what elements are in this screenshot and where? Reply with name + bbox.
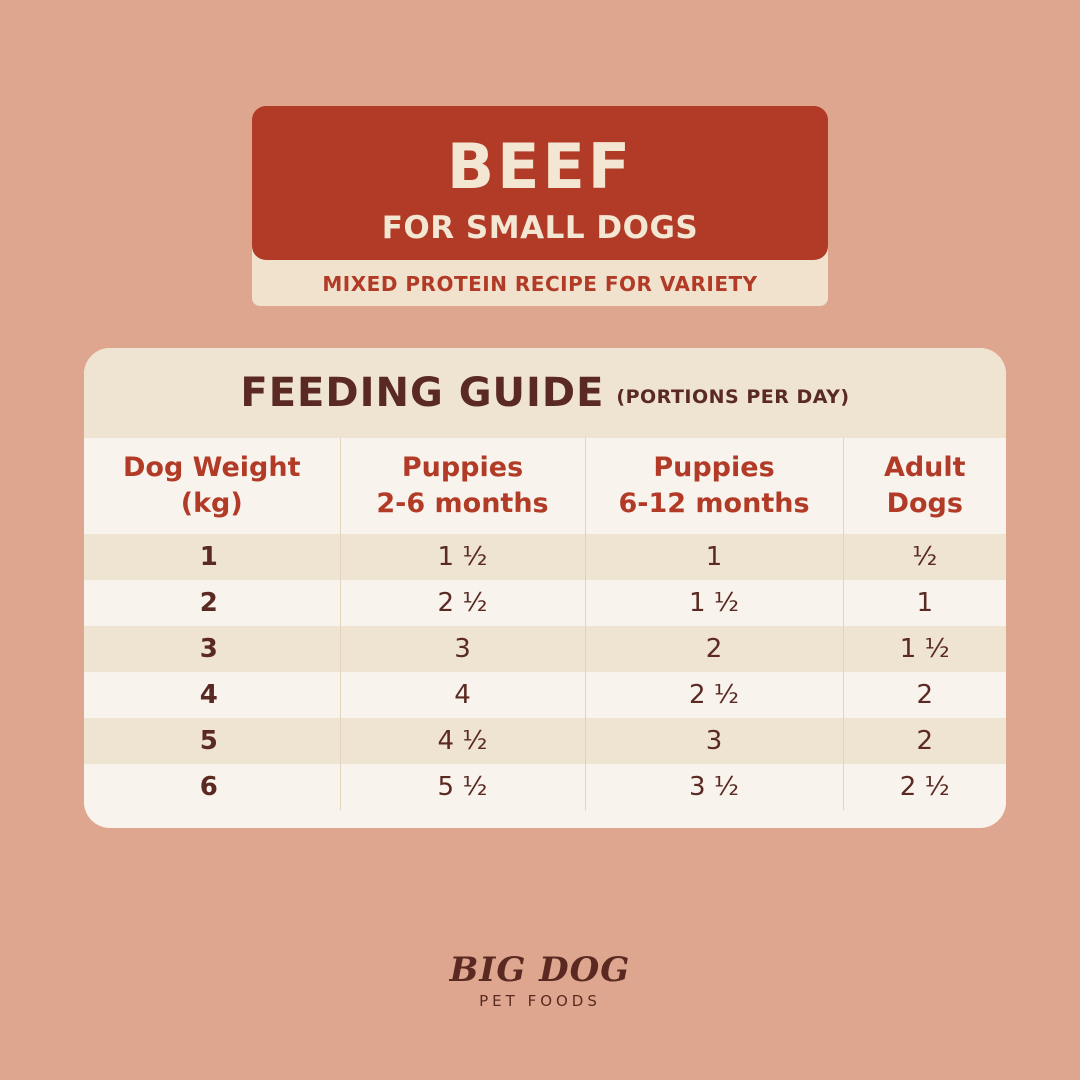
feeding-guide-note: (PORTIONS PER DAY)	[616, 386, 850, 408]
portion-cell: 1	[585, 534, 844, 580]
portion-cell: 1 ½	[585, 580, 844, 626]
weight-cell: 6	[84, 764, 341, 810]
portion-cell: 3	[340, 626, 586, 672]
portion-cell: 2	[585, 626, 844, 672]
portion-cell: 1 ½	[843, 626, 1006, 672]
product-header: MIXED PROTEIN RECIPE FOR VARIETY BEEF FO…	[252, 106, 828, 306]
portion-cell: 1 ½	[340, 534, 586, 580]
table-row: 6 5 ½ 3 ½ 2 ½	[84, 764, 1006, 810]
weight-cell: 2	[84, 580, 341, 626]
portion-cell: 2	[843, 672, 1006, 718]
tagline: MIXED PROTEIN RECIPE FOR VARIETY	[322, 272, 758, 296]
portion-cell: ½	[843, 534, 1006, 580]
table-row: 5 4 ½ 3 2	[84, 718, 1006, 764]
portion-cell: 3 ½	[585, 764, 844, 810]
weight-cell: 1	[84, 534, 341, 580]
feeding-guide-header: FEEDING GUIDE (PORTIONS PER DAY)	[84, 348, 1006, 438]
feeding-guide-card: FEEDING GUIDE (PORTIONS PER DAY) Dog Wei…	[84, 348, 1006, 828]
portion-cell: 1	[843, 580, 1006, 626]
brand-logo: BIG DOG PET FOODS	[440, 950, 640, 1010]
column-header-puppies-6-12: Puppies 6-12 months	[585, 438, 844, 534]
portion-cell: 2 ½	[340, 580, 586, 626]
column-header-puppies-2-6: Puppies 2-6 months	[340, 438, 586, 534]
column-header-weight: Dog Weight (kg)	[84, 438, 341, 534]
feeding-table: Dog Weight (kg) Puppies 2-6 months Puppi…	[84, 438, 1006, 810]
weight-cell: 4	[84, 672, 341, 718]
brand-subtitle: PET FOODS	[479, 992, 601, 1010]
portion-cell: 4 ½	[340, 718, 586, 764]
weight-cell: 3	[84, 626, 341, 672]
portion-cell: 2	[843, 718, 1006, 764]
portion-cell: 2 ½	[585, 672, 844, 718]
table-row: 1 1 ½ 1 ½	[84, 534, 1006, 580]
portion-cell: 3	[585, 718, 844, 764]
table-header-row: Dog Weight (kg) Puppies 2-6 months Puppi…	[84, 438, 1006, 534]
table-row: 2 2 ½ 1 ½ 1	[84, 580, 1006, 626]
product-title: BEEF	[446, 130, 634, 203]
portion-cell: 5 ½	[340, 764, 586, 810]
table-row: 3 3 2 1 ½	[84, 626, 1006, 672]
product-subtitle: FOR SMALL DOGS	[381, 210, 699, 246]
column-header-adult: Adult Dogs	[883, 451, 966, 519]
table-row: 4 4 2 ½ 2	[84, 672, 1006, 718]
weight-cell: 5	[84, 718, 341, 764]
portion-cell: 4	[340, 672, 586, 718]
brand-name: BIG DOG	[449, 950, 631, 990]
title-banner: BEEF FOR SMALL DOGS	[252, 106, 828, 260]
feeding-guide-title: FEEDING GUIDE	[240, 370, 605, 416]
portion-cell: 2 ½	[843, 764, 1006, 810]
